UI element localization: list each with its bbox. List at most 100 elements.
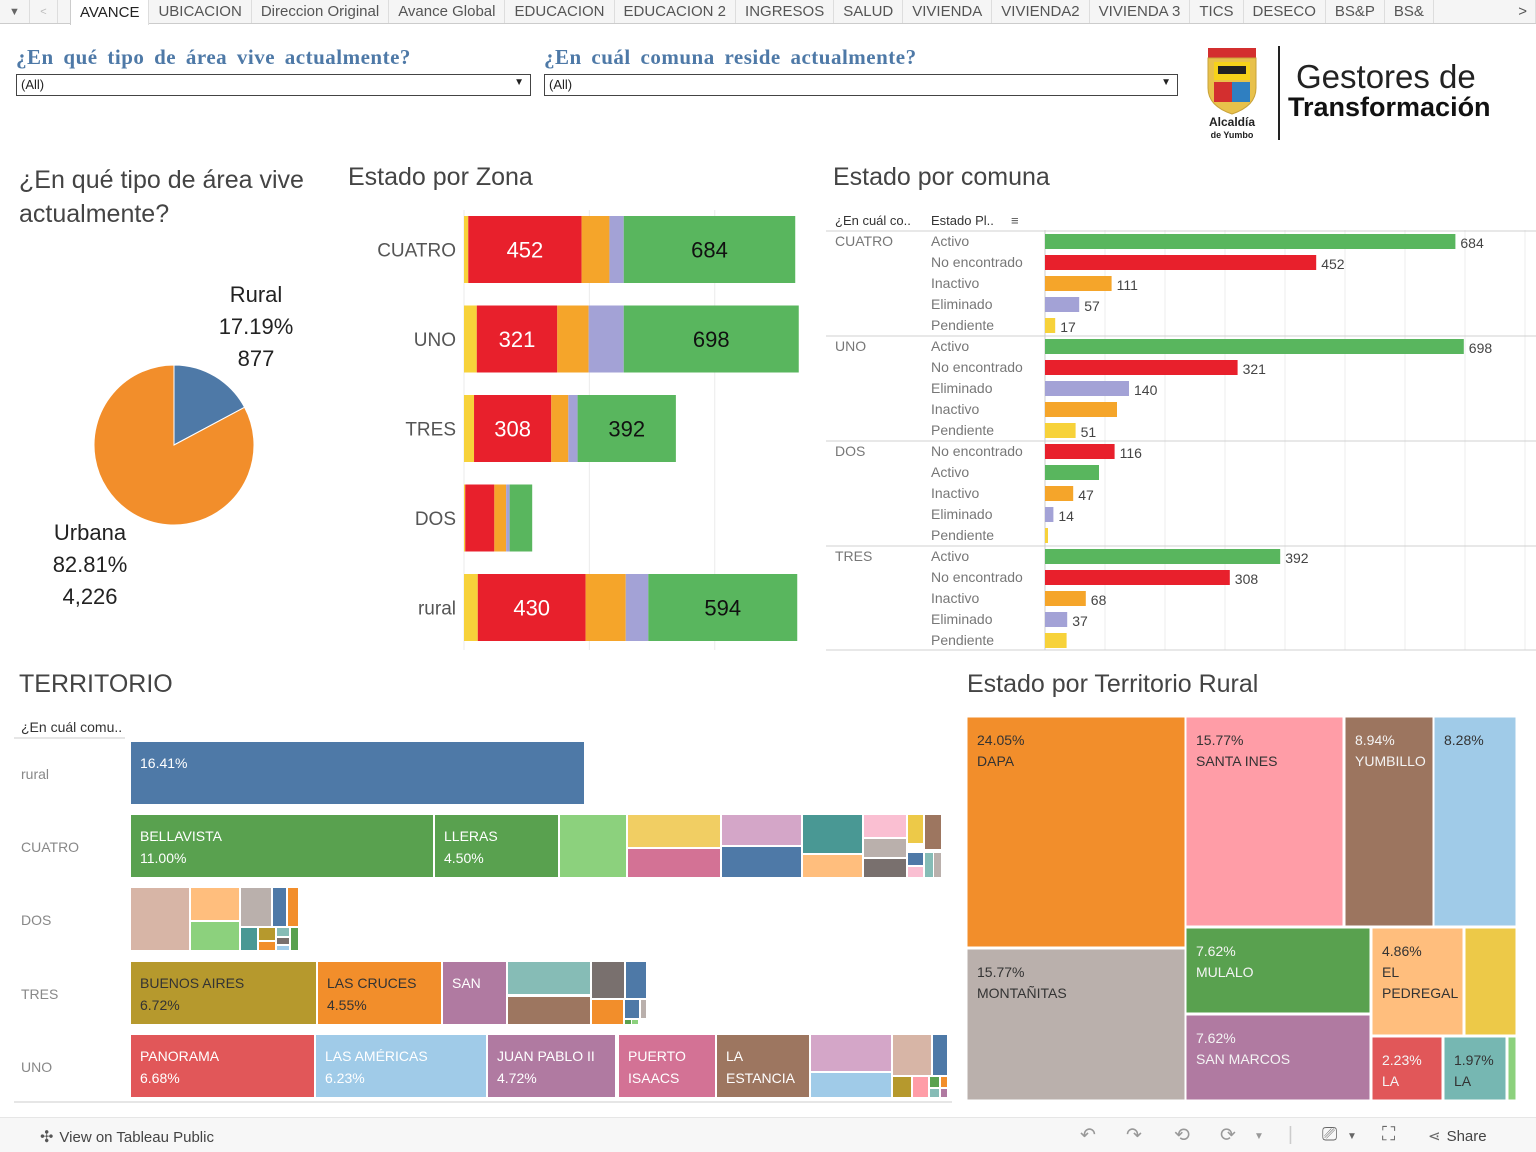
tab-tics[interactable]: TICS [1190, 0, 1244, 23]
comuna-bar [1045, 381, 1129, 396]
rural-treemap-cell [1344, 716, 1434, 927]
redo-icon[interactable]: ↷ [1126, 1125, 1142, 1146]
zona-bar-segment [464, 395, 475, 462]
zona-bar-segment [465, 484, 495, 552]
tab-avance[interactable]: AVANCE [70, 0, 150, 25]
treemap-cell [803, 855, 862, 877]
treemap-cell [277, 946, 289, 950]
comuna-bar [1045, 423, 1076, 438]
estado-row-label: Eliminado [931, 296, 993, 312]
rural-treemap-label: MONTAÑITAS [977, 985, 1067, 1001]
treemap-cell-label: 4.50% [444, 850, 484, 866]
dropdown-arrow-icon: ▼ [514, 77, 524, 88]
revert-icon[interactable]: ⟲ [1174, 1125, 1190, 1146]
triangle-down-icon: ▼ [9, 5, 20, 18]
zona-bar-segment [476, 305, 558, 373]
treemap-row-label: TRES [21, 986, 58, 1002]
estado-row-label: Inactivo [931, 590, 979, 606]
treemap-cell [488, 1035, 615, 1097]
tab-bs-p[interactable]: BS&P [1326, 0, 1385, 23]
treemap-cell [811, 1073, 891, 1097]
treemap-cell [625, 1000, 639, 1018]
undo-icon[interactable]: ↶ [1080, 1125, 1096, 1146]
tab-vivienda[interactable]: VIVIENDA [903, 0, 993, 23]
sort-icon: ≡ [1011, 213, 1019, 228]
download-icon[interactable]: ⎚ [1322, 1124, 1338, 1145]
download-dropdown-icon[interactable]: ▼ [1347, 1131, 1357, 1142]
zona-bar-label: 430 [513, 596, 550, 621]
estado-row-label: Activo [931, 338, 969, 354]
treemap-cell [443, 962, 506, 1024]
share-label: Share [1446, 1127, 1487, 1145]
treemap-cell-label: LLERAS [444, 828, 498, 844]
treemap-cell [277, 928, 289, 936]
chevron-right-icon: > [1518, 3, 1527, 20]
area-type-dropdown[interactable]: (All) ▼ [16, 74, 531, 96]
zona-bar-segment [609, 216, 624, 283]
comuna-bar [1045, 570, 1230, 585]
refresh-icon[interactable]: ⟳ [1220, 1125, 1236, 1146]
zona-category-label: DOS [415, 509, 456, 530]
pie-slice-rural [173, 364, 246, 446]
comuna-bar [1045, 360, 1238, 375]
treemap-cell-label: SAN [452, 975, 481, 991]
comuna-bar [1045, 297, 1080, 312]
estado-row-label: Pendiente [931, 422, 994, 438]
comuna-group-label: TRES [835, 548, 872, 564]
rural-treemap-label: 8.28% [1444, 732, 1484, 748]
comuna-bar [1045, 549, 1281, 564]
treemap-cell [893, 1035, 931, 1075]
tab-direccion-original[interactable]: Direccion Original [252, 0, 390, 23]
treemap-cell [908, 853, 923, 865]
treemap-cell [626, 962, 646, 998]
estado-row-label: Inactivo [931, 275, 979, 291]
treemap-cell [632, 1020, 638, 1024]
treemap-cell [930, 1089, 939, 1097]
rural-treemap-label: 1.97% [1454, 1052, 1494, 1068]
comuna-bar [1045, 507, 1054, 522]
dropdown-arrow-icon: ▼ [1161, 77, 1171, 88]
rural-treemap-label: 15.77% [977, 964, 1024, 980]
comuna-dropdown[interactable]: (All) ▼ [544, 74, 1178, 96]
treemap-cell-label: 6.23% [325, 1070, 365, 1086]
tab-next-button[interactable]: > [1510, 0, 1536, 23]
rural-treemap-label: SANTA INES [1196, 753, 1277, 769]
logo-line2: Transformación [1288, 92, 1491, 122]
pie-label-name: Urbana [54, 520, 127, 545]
tab-educacion[interactable]: EDUCACION [505, 0, 615, 23]
comuna-bar-label: 308 [1235, 571, 1259, 587]
estado-row-label: Activo [931, 464, 969, 480]
tab-ubicacion[interactable]: UBICACION [149, 0, 252, 23]
estado-row-label: No encontrado [931, 359, 1023, 375]
treemap-cell [592, 1000, 623, 1024]
treemap-cell [811, 1035, 891, 1071]
tab-deseco[interactable]: DESECO [1244, 0, 1326, 23]
view-on-tableau-link[interactable]: ✣ View on Tableau Public [40, 1127, 214, 1147]
zona-bar-segment [625, 574, 649, 641]
treemap-cell [625, 1020, 631, 1024]
tab-salud[interactable]: SALUD [834, 0, 904, 23]
tab-avance-global[interactable]: Avance Global [389, 0, 506, 23]
treemap-cell [933, 1035, 947, 1075]
pie-slice-urbana [93, 364, 255, 526]
filter-area-type: ¿En qué tipo de área vive actualmente? (… [16, 45, 531, 96]
treemap-cell [131, 815, 433, 877]
fullscreen-icon[interactable]: ⛶ [1382, 1124, 1396, 1145]
rural-treemap-label: 4.86% [1382, 943, 1422, 959]
tab-ingresos[interactable]: INGRESOS [736, 0, 835, 23]
tab-menu-button[interactable]: ▼ [0, 0, 30, 23]
refresh-dropdown-icon[interactable]: ▼ [1254, 1131, 1264, 1142]
treemap-cell-label: 6.68% [140, 1070, 180, 1086]
zona-bar-segment [557, 305, 589, 373]
tab-vivienda2[interactable]: VIVIENDA2 [992, 0, 1090, 23]
comuna-bar-label: 14 [1058, 508, 1074, 524]
tab-bs-[interactable]: BS& [1385, 0, 1434, 23]
tab-educacion-2[interactable]: EDUCACION 2 [615, 0, 737, 23]
rural-treemap-label: SAN MARCOS [1196, 1051, 1290, 1067]
comuna-bar [1045, 444, 1115, 459]
comuna-bar-label: 51 [1081, 424, 1097, 440]
tab-prev-button[interactable]: < [30, 0, 58, 23]
tab-vivienda-3[interactable]: VIVIENDA 3 [1090, 0, 1191, 23]
share-button[interactable]: ⋖ Share [1428, 1127, 1487, 1146]
zona-bar-label: 321 [499, 327, 536, 352]
